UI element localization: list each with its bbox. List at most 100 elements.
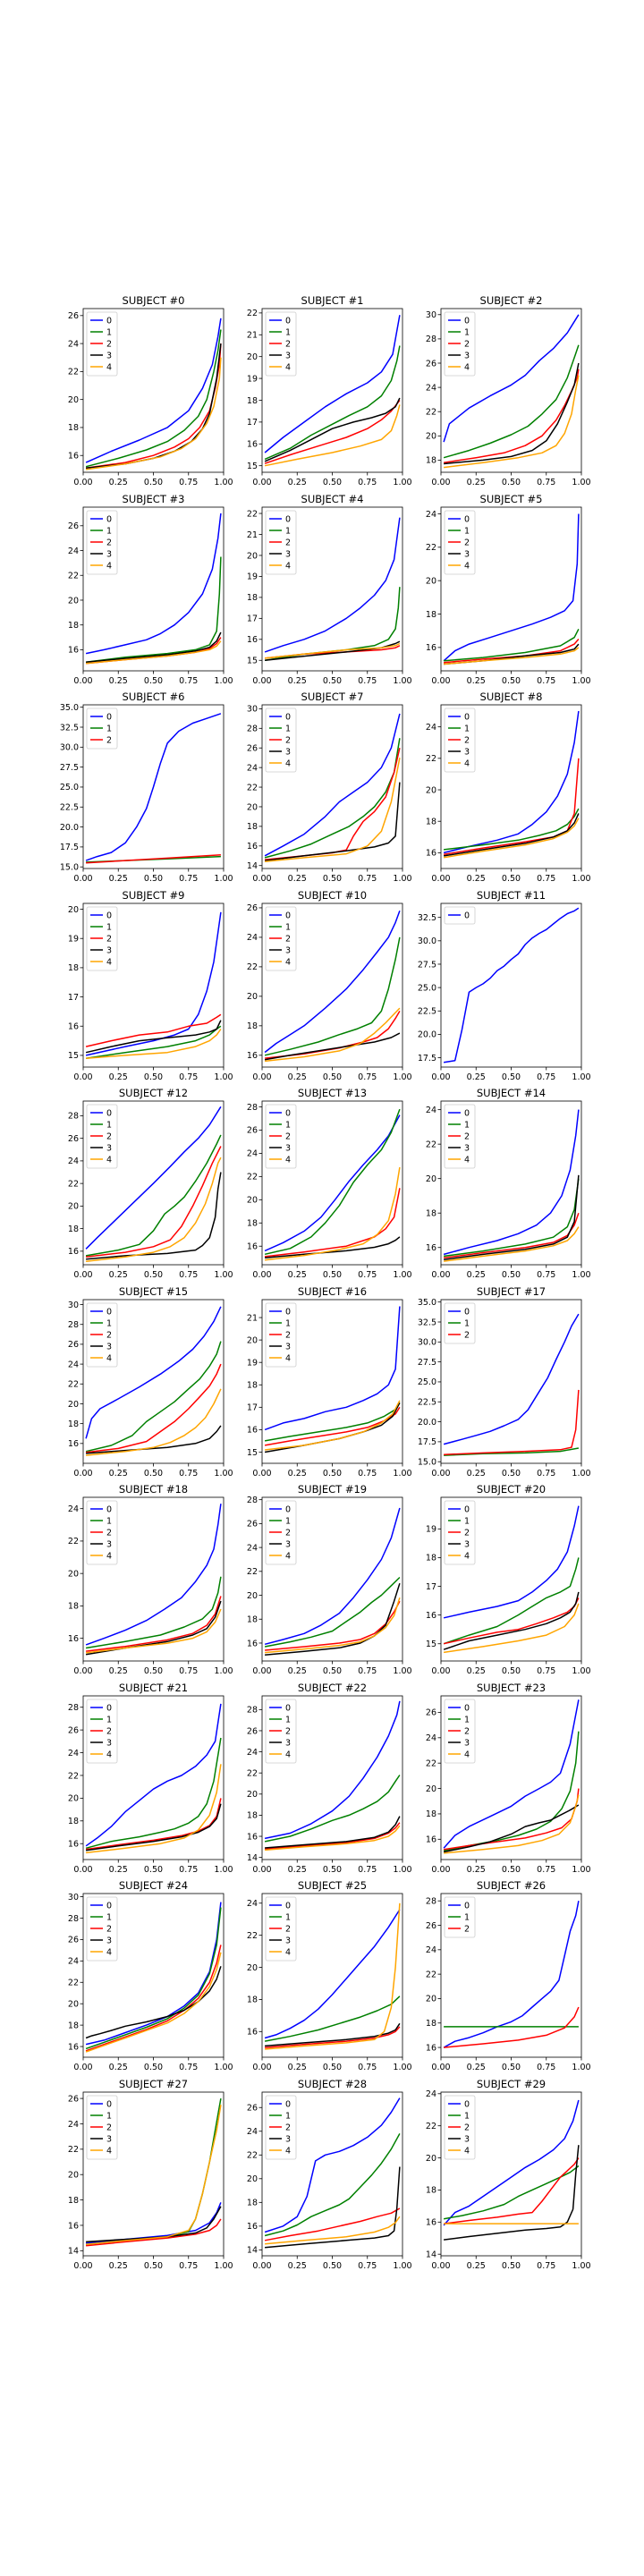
subplot-25: SUBJECT #250.00 0.25 0.50 0.75 1.00161820222… bbox=[247, 1879, 412, 2072]
y-tick-label: 27.5 bbox=[418, 1358, 436, 1368]
x-tick-label: 0.75 bbox=[537, 874, 555, 884]
y-tick-label: 22 bbox=[426, 1758, 436, 1768]
x-tick-label: 1.00 bbox=[572, 874, 590, 884]
y-tick-label: 24 bbox=[426, 2089, 436, 2099]
y-tick-label: 24 bbox=[426, 383, 436, 393]
x-tick-label: 0.50 bbox=[323, 1469, 342, 1479]
x-tick-label: 1.00 bbox=[393, 1865, 411, 1875]
legend-label: 0 bbox=[285, 1307, 291, 1317]
y-tick-label: 30 bbox=[426, 310, 436, 320]
y-tick-label: 26 bbox=[247, 744, 258, 754]
subplot-2: SUBJECT #20.00 0.25 0.50 0.75 1.001820222426… bbox=[426, 294, 591, 487]
y-tick-label: 22 bbox=[426, 543, 436, 553]
series-line-4 bbox=[85, 1952, 222, 2053]
x-tick-label: 0.25 bbox=[467, 1072, 486, 1082]
legend-label: 0 bbox=[285, 514, 291, 524]
legend-label: 3 bbox=[106, 1342, 112, 1352]
x-tick-label: 0.50 bbox=[144, 1469, 163, 1479]
x-tick-label: 0.75 bbox=[358, 1865, 377, 1875]
series-line-2 bbox=[85, 1798, 222, 1851]
series-line-1 bbox=[264, 1576, 401, 1648]
x-tick-label: 0.00 bbox=[252, 1072, 271, 1082]
x-tick-label: 1.00 bbox=[393, 2261, 411, 2271]
x-tick-label: 0.25 bbox=[109, 1469, 128, 1479]
y-tick-label: 15 bbox=[247, 462, 258, 471]
legend-label: 2 bbox=[106, 1726, 112, 1736]
subplot-title: SUBJECT #26 bbox=[477, 1879, 546, 1892]
y-tick-label: 18 bbox=[68, 1224, 79, 1234]
subplot-9: SUBJECT #9 0.00 0.25 0.50 0.75 1.00 15 16 17 18 19… bbox=[68, 889, 233, 1082]
x-tick-label: 0.75 bbox=[358, 478, 377, 487]
x-tick-label: 0.75 bbox=[537, 1469, 555, 1479]
y-tick-label: 28 bbox=[68, 1703, 79, 1713]
y-tick-label: 18 bbox=[247, 1381, 258, 1391]
legend-label: 2 bbox=[464, 1924, 470, 1934]
y-tick-label: 24 bbox=[247, 763, 258, 773]
y-tick-label: 16 bbox=[247, 440, 258, 450]
subplot-title: SUBJECT #10 bbox=[298, 889, 367, 902]
x-tick-label: 0.25 bbox=[467, 874, 486, 884]
subplot-17: SUBJECT #17 0.00 0.25 0.50 0.75 1.00 15.0 17.5 2… bbox=[418, 1285, 591, 1479]
legend-label: 4 bbox=[285, 1155, 291, 1165]
subplot-14: SUBJECT #140.00 0.25 0.50 0.75 1.00161820222… bbox=[426, 1087, 591, 1280]
series-line-3 bbox=[443, 813, 580, 857]
series-line-3 bbox=[444, 362, 580, 465]
y-tick-label: 16 bbox=[426, 1835, 436, 1845]
series-line-2 bbox=[443, 1788, 580, 1851]
legend-label: 1 bbox=[106, 724, 112, 733]
series-line-4 bbox=[86, 640, 222, 665]
series-line-0 bbox=[85, 318, 222, 463]
legend-label: 4 bbox=[285, 561, 291, 571]
plot-frame bbox=[440, 902, 582, 1068]
legend-label: 2 bbox=[285, 2123, 291, 2132]
series-line-2 bbox=[265, 1600, 401, 1651]
legend-label: 3 bbox=[464, 1738, 470, 1748]
x-tick-label: 0.50 bbox=[502, 2063, 521, 2072]
legend-label: 4 bbox=[106, 1155, 112, 1165]
legend-label: 0 bbox=[285, 1901, 291, 1911]
series-line-1 bbox=[264, 1108, 401, 1256]
series-line-1 bbox=[264, 1775, 401, 1843]
series-line-3 bbox=[265, 2166, 401, 2249]
legend-label: 4 bbox=[106, 362, 112, 372]
legend-label: 0 bbox=[464, 911, 470, 920]
legend-label: 4 bbox=[106, 1551, 112, 1561]
x-tick-label: 0.25 bbox=[109, 1666, 128, 1676]
y-tick-label: 22 bbox=[68, 1979, 79, 1988]
legend-label: 2 bbox=[464, 735, 470, 745]
legend-label: 1 bbox=[285, 724, 291, 733]
legend-label: 1 bbox=[285, 1318, 291, 1328]
legend-label: 4 bbox=[285, 2146, 291, 2156]
subplot-title: SUBJECT #22 bbox=[298, 1682, 367, 1694]
series-line-0 bbox=[264, 315, 401, 453]
legend-label: 2 bbox=[464, 1528, 470, 1538]
y-tick-label: 22.5 bbox=[60, 803, 79, 813]
y-tick-label: 16 bbox=[68, 1439, 79, 1449]
series-line-2 bbox=[85, 1945, 222, 2052]
y-tick-label: 17.5 bbox=[418, 1054, 436, 1063]
subplot-24: SUBJECT #240.00 0.25 0.50 0.75 1.00161820222… bbox=[68, 1879, 233, 2072]
y-tick-label: 24 bbox=[68, 339, 79, 349]
y-tick-label: 24 bbox=[247, 1899, 258, 1909]
x-tick-label: 0.25 bbox=[109, 2261, 128, 2271]
x-tick-label: 0.75 bbox=[179, 2261, 198, 2271]
legend-label: 2 bbox=[285, 1924, 291, 1934]
y-tick-label: 24 bbox=[68, 1360, 79, 1369]
y-tick-label: 28 bbox=[426, 335, 436, 344]
series-line-0 bbox=[264, 1700, 401, 1840]
y-tick-label: 22 bbox=[247, 2151, 258, 2161]
y-tick-label: 22 bbox=[426, 2122, 436, 2131]
y-tick-label: 26 bbox=[68, 2094, 79, 2104]
x-tick-label: 0.75 bbox=[537, 478, 555, 487]
y-tick-label: 24 bbox=[68, 1957, 79, 1967]
series-line-4 bbox=[265, 1400, 401, 1451]
subplot-title: SUBJECT #3 bbox=[123, 493, 185, 505]
series-line-0 bbox=[443, 314, 580, 443]
y-tick-label: 20 bbox=[68, 1999, 79, 2009]
series-line-0 bbox=[264, 1306, 401, 1431]
x-tick-label: 0.00 bbox=[252, 1270, 271, 1280]
y-tick-label: 15 bbox=[247, 1448, 258, 1458]
legend-label: 3 bbox=[106, 1936, 112, 1945]
y-tick-label: 20 bbox=[68, 1794, 79, 1804]
y-tick-label: 21 bbox=[247, 530, 258, 540]
